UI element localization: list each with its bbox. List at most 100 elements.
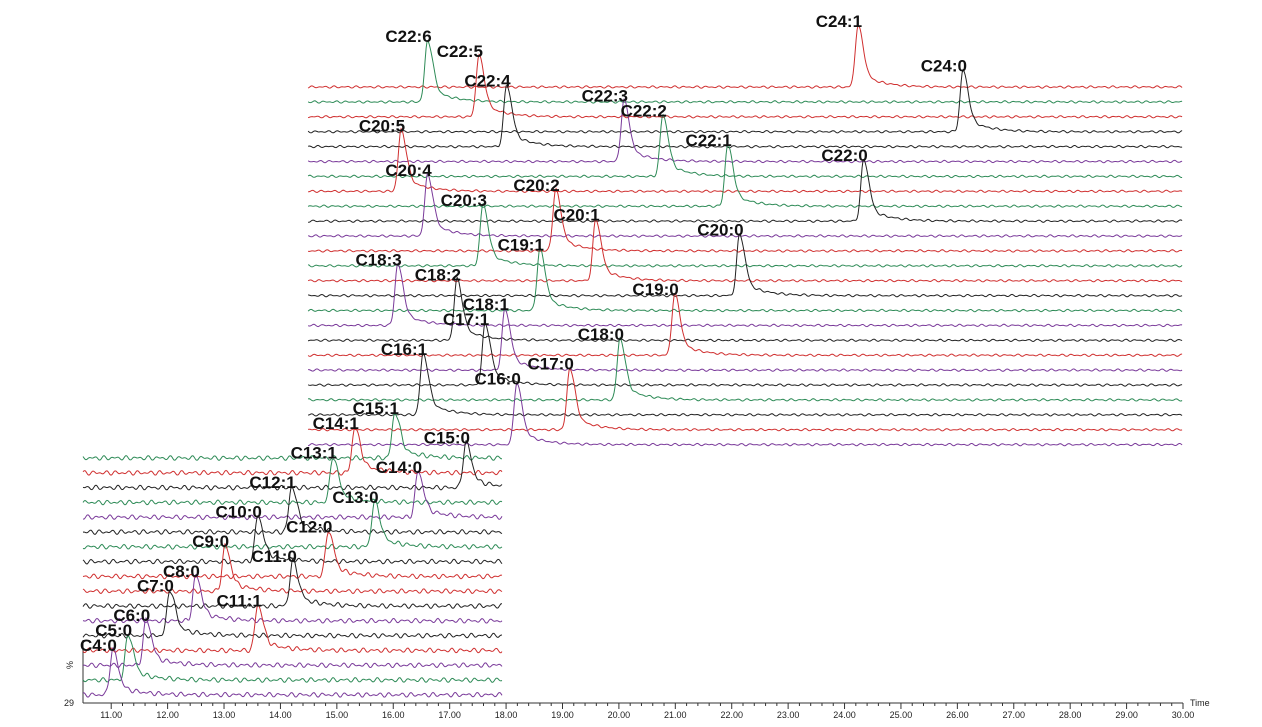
x-tick-label: 19.00: [551, 710, 574, 720]
y-origin-label: 29: [64, 698, 74, 708]
peak-label: C8:0: [163, 562, 200, 581]
trace: [82, 470, 503, 521]
peak-label: C12:0: [286, 517, 332, 536]
peak-label: C12:1: [249, 473, 295, 492]
trace: [307, 218, 1183, 283]
x-tick-label: 29.00: [1115, 710, 1138, 720]
peak-label: C20:5: [359, 116, 405, 135]
trace: [82, 633, 503, 683]
trace: [307, 40, 1183, 104]
peak-label: C22:1: [685, 131, 731, 150]
trace: [82, 485, 503, 535]
x-tick-label: 26.00: [946, 710, 969, 720]
peak-label: C18:1: [463, 295, 509, 314]
trace: [82, 616, 503, 669]
peak-label: C24:0: [921, 57, 967, 76]
x-tick-label: 27.00: [1003, 710, 1026, 720]
peak-label: C14:1: [313, 414, 359, 433]
peak-label: C22:5: [437, 42, 483, 61]
trace: [308, 306, 1183, 372]
peak-label: C15:0: [424, 429, 470, 448]
trace: [308, 158, 1183, 223]
x-tick-label: 15.00: [326, 710, 349, 720]
peak-label: C22:3: [582, 87, 628, 106]
trace: [82, 426, 503, 476]
peak-label: C7:0: [137, 577, 174, 596]
peak-label: C20:1: [553, 206, 599, 225]
trace: [307, 68, 1183, 134]
peak-label: C17:1: [443, 310, 489, 329]
trace: [82, 604, 503, 654]
peak-label: C13:0: [332, 488, 378, 507]
x-tick-label: 21.00: [664, 710, 687, 720]
x-tick-label: 28.00: [1059, 710, 1082, 720]
trace: [82, 542, 503, 595]
trace: [307, 382, 1183, 447]
trace: [307, 143, 1183, 208]
peak-label: C18:3: [355, 250, 401, 269]
trace: [82, 498, 503, 550]
y-axis-label: %: [65, 661, 75, 669]
peak-label: C15:1: [353, 399, 399, 418]
trace: [82, 532, 503, 580]
x-tick-label: 12.00: [156, 710, 179, 720]
trace: [308, 127, 1183, 194]
peak-label: C24:1: [816, 12, 862, 31]
trace: [307, 173, 1183, 238]
peak-label: C4:0: [80, 636, 117, 655]
trace: [307, 113, 1183, 179]
x-tick-label: 18.00: [495, 710, 518, 720]
trace: [308, 233, 1183, 298]
x-tick-label: 25.00: [890, 710, 913, 720]
trace: [82, 412, 502, 461]
trace: [307, 321, 1183, 387]
x-tick-label: 16.00: [382, 710, 405, 720]
trace: [82, 556, 502, 609]
trace: [307, 276, 1183, 343]
peak-label: C22:4: [464, 72, 511, 91]
peak-label: C22:0: [821, 146, 867, 165]
trace: [308, 336, 1183, 402]
trace: [308, 367, 1183, 432]
peak-label: C11:0: [251, 547, 296, 566]
peak-label: C22:2: [621, 101, 667, 120]
trace: [307, 292, 1183, 357]
peak-label: C20:3: [441, 191, 487, 210]
trace: [307, 24, 1183, 89]
peak-label: C14:0: [376, 458, 422, 477]
x-tick-label: 23.00: [777, 710, 800, 720]
x-tick-label: 17.00: [438, 710, 461, 720]
trace: [307, 351, 1183, 417]
x-tick-label: 11.00: [100, 710, 122, 720]
peak-label: C20:0: [697, 221, 743, 240]
peak-label: C18:0: [578, 325, 624, 344]
x-tick-label: 14.00: [269, 710, 292, 720]
trace: [307, 84, 1183, 149]
peak-label: C16:0: [474, 370, 520, 389]
x-tick-label: 20.00: [608, 710, 631, 720]
peak-label: C17:0: [528, 355, 574, 374]
trace: [308, 53, 1183, 119]
peak-label: C19:1: [498, 236, 544, 255]
trace: [307, 98, 1183, 164]
x-tick-label: 24.00: [833, 710, 856, 720]
trace: [82, 647, 503, 698]
peak-label: C16:1: [381, 340, 427, 359]
peak-label: C20:4: [385, 161, 432, 180]
x-tick-label: 22.00: [720, 710, 743, 720]
peak-label: C22:6: [385, 27, 431, 46]
x-tick-label: 30.00: [1172, 710, 1195, 720]
peak-label: C5:0: [95, 621, 132, 640]
peak-label: C10:0: [216, 503, 262, 522]
peak-label: C6:0: [113, 606, 150, 625]
x-tick-label: 13.00: [213, 710, 236, 720]
peak-label: C13:1: [291, 443, 337, 462]
peak-label: C19:0: [632, 280, 678, 299]
trace: [307, 262, 1183, 328]
trace: [82, 591, 503, 639]
peak-label: C9:0: [192, 532, 229, 551]
trace: [308, 187, 1183, 253]
